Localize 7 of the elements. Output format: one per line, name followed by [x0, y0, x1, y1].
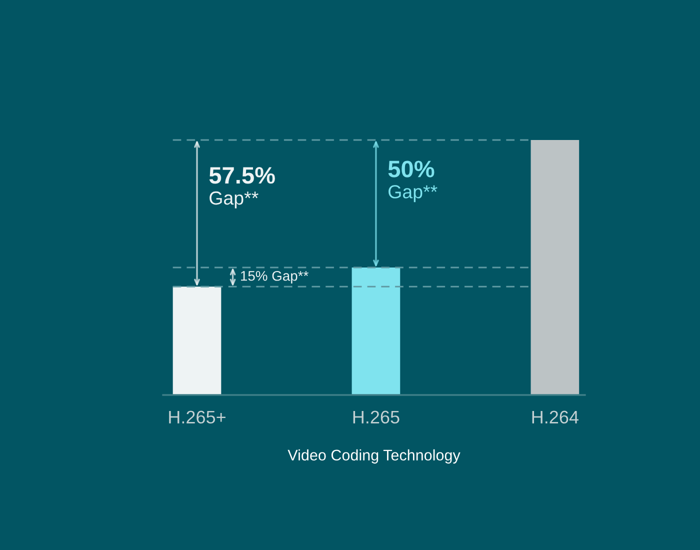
annotation: 15% Gap** [241, 270, 308, 284]
x-tick-label: H.265 [353, 410, 400, 424]
annotation: 50% Gap** [388, 160, 438, 202]
x-tick-label: H.264 [532, 410, 578, 424]
x-axis-title: Video Coding Technology [288, 449, 460, 464]
annotation: 57.5% Gap** [209, 167, 275, 208]
x-tick-label: H.265+ [169, 410, 226, 424]
